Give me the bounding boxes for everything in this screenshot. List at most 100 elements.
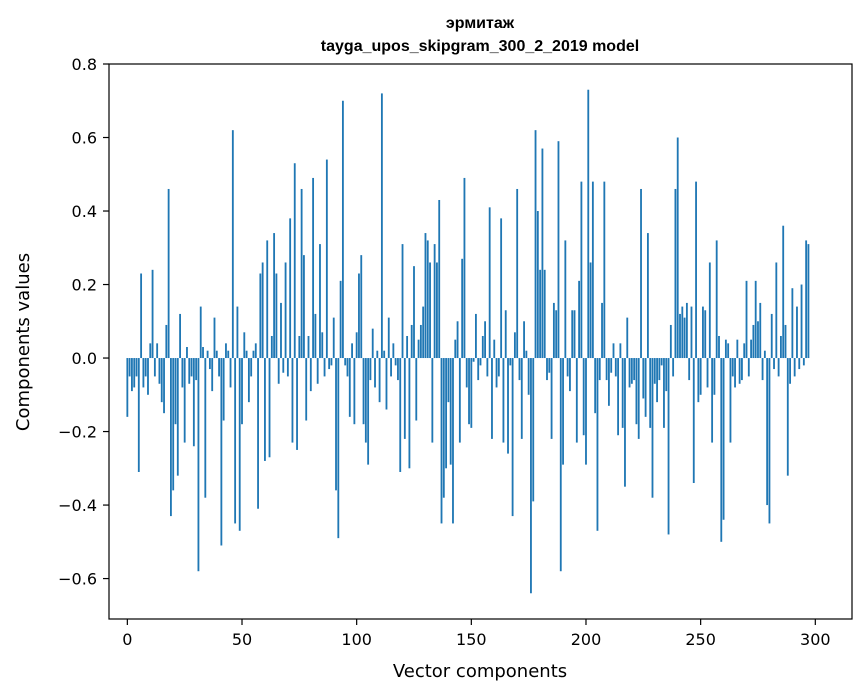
bar-225 — [642, 358, 645, 399]
bar-0 — [126, 358, 129, 417]
bar-153 — [477, 358, 480, 381]
bar-60 — [264, 358, 266, 461]
bar-104 — [364, 358, 367, 443]
bar-42 — [222, 358, 225, 421]
bar-175 — [527, 358, 530, 395]
bar-123 — [408, 358, 411, 469]
bar-26 — [186, 347, 188, 359]
bar-131 — [426, 240, 429, 359]
bar-194 — [571, 310, 574, 359]
bar-185 — [550, 358, 553, 439]
bar-262 — [727, 343, 730, 359]
bar-170 — [516, 188, 519, 359]
bar-265 — [734, 358, 736, 388]
bar-250 — [699, 358, 702, 395]
bar-110 — [378, 358, 381, 403]
bar-271 — [747, 358, 750, 377]
bar-34 — [204, 358, 207, 498]
bar-184 — [548, 358, 551, 373]
x-tick-label-200: 200 — [571, 630, 602, 649]
bar-128 — [419, 324, 422, 359]
x-tick-label-300: 300 — [800, 630, 831, 649]
bar-234 — [663, 358, 665, 428]
bar-53 — [247, 358, 250, 403]
bar-154 — [479, 358, 482, 366]
bar-148 — [465, 358, 468, 388]
bar-13 — [156, 343, 159, 359]
y-tick-label-3: 0.0 — [72, 349, 97, 368]
bar-92 — [337, 358, 340, 539]
bar-65 — [275, 273, 278, 359]
bar-230 — [653, 358, 656, 384]
bar-283 — [775, 262, 778, 359]
bar-186 — [552, 302, 555, 359]
bar-245 — [688, 358, 691, 381]
bar-209 — [605, 358, 608, 381]
bar-83 — [316, 358, 319, 384]
bar-297 — [807, 244, 810, 359]
bar-95 — [344, 358, 347, 366]
bar-275 — [757, 321, 759, 359]
bar-33 — [202, 347, 204, 359]
bar-168 — [511, 358, 514, 517]
bar-218 — [626, 317, 629, 359]
bar-54 — [250, 358, 253, 377]
bar-130 — [424, 233, 427, 359]
bar-90 — [332, 317, 335, 359]
bar-193 — [569, 358, 571, 392]
bar-192 — [566, 358, 569, 377]
bar-179 — [536, 211, 539, 359]
bar-106 — [369, 358, 372, 381]
bar-84 — [319, 244, 321, 359]
bar-255 — [711, 358, 714, 443]
chart-subtitle: tayga_upos_skipgram_300_2_2019 model — [321, 38, 639, 55]
bar-254 — [708, 262, 711, 359]
bar-88 — [328, 358, 331, 370]
chart-title: эрмитаж — [446, 15, 515, 32]
bar-161 — [495, 358, 498, 388]
bar-133 — [431, 358, 434, 443]
bar-198 — [580, 181, 583, 359]
bar-252 — [704, 310, 707, 359]
bar-211 — [610, 358, 613, 373]
bar-214 — [617, 358, 620, 436]
y-tick-label-0: −0.6 — [58, 570, 97, 589]
y-tick-label-6: 0.6 — [72, 129, 97, 148]
bar-205 — [596, 358, 599, 531]
y-tick-label-5: 0.4 — [72, 202, 97, 221]
bar-67 — [280, 302, 282, 359]
bar-111 — [380, 93, 383, 359]
bar-196 — [575, 358, 578, 443]
bar-221 — [633, 358, 636, 381]
bar-188 — [557, 141, 560, 359]
bar-251 — [702, 306, 704, 359]
bar-249 — [697, 358, 700, 403]
bar-118 — [397, 358, 399, 381]
bar-86 — [323, 358, 326, 377]
bar-269 — [743, 343, 746, 359]
bar-62 — [268, 358, 271, 458]
bar-236 — [667, 358, 670, 535]
y-axis: −0.6 −0.4 −0.2 0.0 0.2 0.4 0.6 0.8 — [58, 55, 109, 589]
bar-137 — [440, 358, 443, 524]
bar-278 — [763, 350, 766, 359]
bar-3 — [133, 358, 136, 388]
bar-147 — [463, 177, 466, 359]
bar-30 — [195, 358, 198, 381]
bar-202 — [589, 262, 592, 359]
bar-37 — [211, 358, 214, 392]
bar-191 — [564, 240, 567, 359]
bar-4 — [135, 358, 138, 377]
bar-174 — [525, 350, 528, 359]
bar-164 — [502, 358, 505, 443]
plot-frame — [108, 63, 853, 620]
bar-247 — [692, 358, 695, 484]
bar-89 — [330, 358, 333, 366]
bar-190 — [562, 358, 564, 465]
bar-189 — [559, 358, 562, 572]
bar-150 — [470, 358, 473, 428]
bar-162 — [497, 358, 500, 377]
bar-223 — [637, 358, 640, 439]
